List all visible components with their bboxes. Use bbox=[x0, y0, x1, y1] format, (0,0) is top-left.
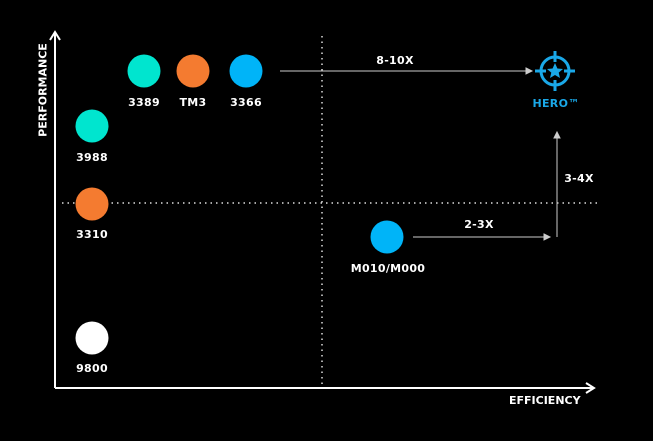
sensor-label: 3988 bbox=[76, 151, 108, 164]
sensor-dot-3988 bbox=[75, 109, 109, 143]
sensor-dot-3389 bbox=[127, 54, 161, 88]
sensor-dot-3310 bbox=[75, 187, 109, 221]
y-axis-label: PERFORMANCE bbox=[36, 43, 50, 137]
arrow-2-3x-head bbox=[543, 233, 552, 241]
arrow-label-2-3x: 2-3X bbox=[464, 218, 494, 231]
arrow-label-3-4x: 3-4X bbox=[564, 172, 594, 185]
arrow-label-8-10x: 8-10X bbox=[376, 54, 414, 67]
sensor-label: M010/M000 bbox=[350, 262, 426, 275]
arrow-8-10x-head bbox=[525, 67, 534, 75]
x-axis-arrowhead bbox=[585, 382, 596, 394]
sensor-dot-tm3 bbox=[176, 54, 210, 88]
x-axis-label: EFFICIENCY bbox=[509, 394, 581, 407]
sensor-label: 3366 bbox=[230, 96, 262, 109]
sensor-label: 3389 bbox=[128, 96, 160, 109]
sensor-label: 9800 bbox=[76, 362, 108, 375]
sensor-dot-m010-m000 bbox=[370, 220, 404, 254]
sensor-dot-9800 bbox=[75, 321, 109, 355]
sensor-label: TM3 bbox=[179, 96, 207, 109]
arrow-3-4x-head bbox=[553, 130, 561, 139]
crosshair-star-icon bbox=[535, 51, 575, 91]
hero-label: HERO™ bbox=[532, 97, 580, 110]
y-axis-arrowhead bbox=[49, 30, 61, 41]
sensor-dot-3366 bbox=[229, 54, 263, 88]
sensor-label: 3310 bbox=[76, 228, 108, 241]
